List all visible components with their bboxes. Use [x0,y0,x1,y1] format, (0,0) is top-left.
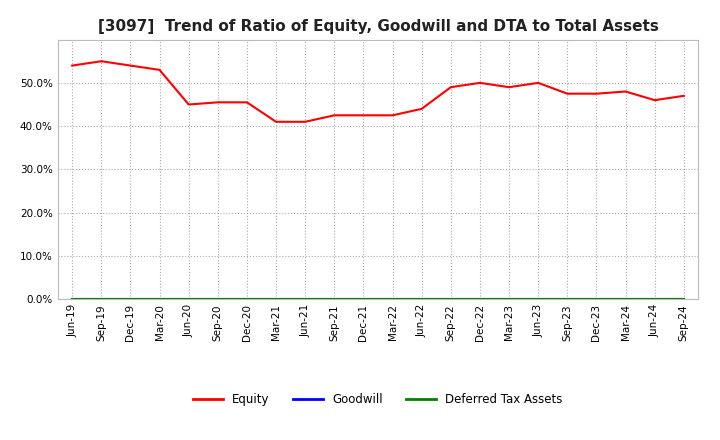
Goodwill [680,297,688,302]
Equity [563,91,572,96]
Goodwill [446,297,455,302]
Goodwill [97,297,106,302]
Deferred Tax Assets [126,297,135,302]
Deferred Tax Assets [680,297,688,302]
Goodwill [650,297,659,302]
Equity [243,100,251,105]
Equity [476,80,485,85]
Goodwill [301,297,310,302]
Deferred Tax Assets [68,297,76,302]
Deferred Tax Assets [359,297,368,302]
Equity [388,113,397,118]
Goodwill [534,297,543,302]
Equity [592,91,600,96]
Equity [271,119,280,125]
Goodwill [359,297,368,302]
Equity [418,106,426,111]
Equity [126,63,135,68]
Goodwill [213,297,222,302]
Equity [680,93,688,99]
Equity [213,100,222,105]
Goodwill [476,297,485,302]
Deferred Tax Assets [184,297,193,302]
Equity [359,113,368,118]
Deferred Tax Assets [243,297,251,302]
Deferred Tax Assets [156,297,164,302]
Deferred Tax Assets [330,297,338,302]
Deferred Tax Assets [592,297,600,302]
Deferred Tax Assets [650,297,659,302]
Goodwill [388,297,397,302]
Equity [446,84,455,90]
Equity [534,80,543,85]
Deferred Tax Assets [563,297,572,302]
Deferred Tax Assets [271,297,280,302]
Deferred Tax Assets [505,297,513,302]
Goodwill [68,297,76,302]
Goodwill [563,297,572,302]
Deferred Tax Assets [301,297,310,302]
Deferred Tax Assets [621,297,630,302]
Equity [68,63,76,68]
Goodwill [271,297,280,302]
Deferred Tax Assets [388,297,397,302]
Equity [650,98,659,103]
Deferred Tax Assets [418,297,426,302]
Line: Equity: Equity [72,61,684,122]
Deferred Tax Assets [534,297,543,302]
Deferred Tax Assets [213,297,222,302]
Equity [330,113,338,118]
Goodwill [592,297,600,302]
Equity [184,102,193,107]
Goodwill [621,297,630,302]
Title: [3097]  Trend of Ratio of Equity, Goodwill and DTA to Total Assets: [3097] Trend of Ratio of Equity, Goodwil… [98,19,658,34]
Goodwill [418,297,426,302]
Goodwill [184,297,193,302]
Deferred Tax Assets [476,297,485,302]
Equity [301,119,310,125]
Legend: Equity, Goodwill, Deferred Tax Assets: Equity, Goodwill, Deferred Tax Assets [189,388,567,411]
Equity [505,84,513,90]
Equity [156,67,164,73]
Deferred Tax Assets [97,297,106,302]
Equity [97,59,106,64]
Goodwill [156,297,164,302]
Equity [621,89,630,94]
Goodwill [126,297,135,302]
Deferred Tax Assets [446,297,455,302]
Goodwill [243,297,251,302]
Goodwill [330,297,338,302]
Goodwill [505,297,513,302]
